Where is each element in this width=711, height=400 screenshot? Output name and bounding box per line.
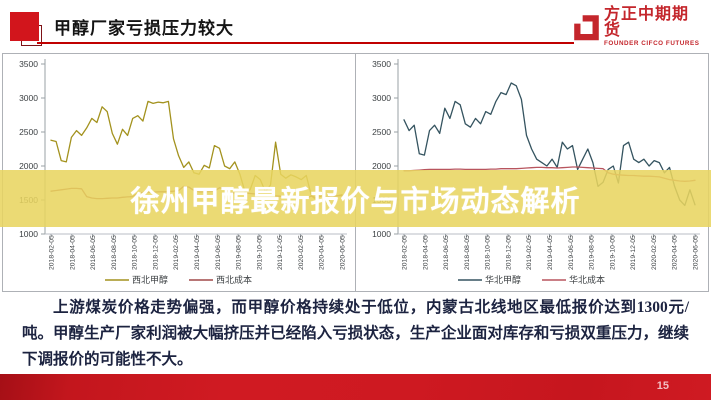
company-logo-text: 方正中期期货 FOUNDER CIFCO FUTURES (604, 5, 705, 47)
svg-text:2000: 2000 (372, 161, 391, 171)
svg-text:2018-04-05: 2018-04-05 (422, 235, 429, 270)
svg-text:1000: 1000 (372, 229, 391, 239)
watermark-band: 徐州甲醇最新报价与市场动态解析 (0, 170, 711, 227)
svg-text:2018-08-05: 2018-08-05 (464, 235, 471, 270)
svg-text:3000: 3000 (19, 93, 38, 103)
svg-text:2019-10-05: 2019-10-05 (256, 235, 263, 270)
svg-text:2019-08-05: 2019-08-05 (589, 235, 596, 270)
svg-text:2018-12-05: 2018-12-05 (505, 235, 512, 270)
svg-text:1000: 1000 (19, 229, 38, 239)
svg-text:2019-06-05: 2019-06-05 (568, 235, 575, 270)
title-marker-solid-square (10, 12, 39, 41)
brand-subtitle: FOUNDER CIFCO FUTURES (604, 39, 700, 47)
svg-text:西北成本: 西北成本 (216, 274, 252, 285)
header-divider (37, 42, 574, 44)
svg-text:2020-02-05: 2020-02-05 (651, 235, 658, 270)
title-marker-icon (8, 9, 54, 49)
svg-text:2018-06-05: 2018-06-05 (443, 235, 450, 270)
svg-text:2500: 2500 (372, 127, 391, 137)
slide-header: 甲醇厂家亏损压力较大 方正中期期货 FOUNDER CIFCO FUTURES (0, 0, 711, 53)
svg-text:2000: 2000 (19, 161, 38, 171)
svg-text:3000: 3000 (372, 93, 391, 103)
svg-text:2019-12-05: 2019-12-05 (277, 235, 284, 270)
svg-text:2018-12-05: 2018-12-05 (152, 235, 159, 270)
svg-text:2019-06-05: 2019-06-05 (215, 235, 222, 270)
svg-text:2020-06-05: 2020-06-05 (340, 235, 347, 270)
svg-text:2018-04-05: 2018-04-05 (69, 235, 76, 270)
chart-panel-northchina: 1000150020002500300035002018-02-052018-0… (356, 54, 708, 291)
svg-text:2019-02-05: 2019-02-05 (526, 235, 533, 270)
svg-text:2020-04-05: 2020-04-05 (319, 235, 326, 270)
svg-text:2500: 2500 (19, 127, 38, 137)
svg-text:2019-02-05: 2019-02-05 (173, 235, 180, 270)
svg-text:2020-06-05: 2020-06-05 (693, 235, 700, 270)
summary-text-block: 上游煤炭价格走势偏强，而甲醇价格持续处于低位，内蒙古北线地区最低报价达到1300… (22, 295, 689, 371)
svg-text:2018-02-05: 2018-02-05 (402, 235, 409, 270)
page-number: 15 (656, 380, 669, 392)
svg-text:2019-08-05: 2019-08-05 (236, 235, 243, 270)
svg-text:2019-04-05: 2019-04-05 (194, 235, 201, 270)
brand-name: 方正中期期货 (604, 5, 690, 39)
svg-text:2019-04-05: 2019-04-05 (547, 235, 554, 270)
svg-text:2018-10-05: 2018-10-05 (485, 235, 492, 270)
summary-paragraph: 上游煤炭价格走势偏强，而甲醇价格持续处于低位，内蒙古北线地区最低报价达到1300… (22, 299, 689, 368)
footer-bar: 15 (0, 374, 711, 400)
svg-text:2020-02-05: 2020-02-05 (298, 235, 305, 270)
page-title: 甲醇厂家亏损压力较大 (54, 19, 234, 38)
company-logo: 方正中期期货 FOUNDER CIFCO FUTURES (573, 5, 705, 47)
svg-text:华北成本: 华北成本 (569, 274, 605, 285)
northchina-methanol-line-chart: 1000150020002500300035002018-02-052018-0… (372, 59, 700, 285)
svg-text:2018-10-05: 2018-10-05 (132, 235, 139, 270)
svg-text:2020-04-05: 2020-04-05 (672, 235, 679, 270)
svg-text:3500: 3500 (372, 59, 391, 69)
svg-text:2018-02-05: 2018-02-05 (49, 235, 56, 270)
svg-text:西北甲醇: 西北甲醇 (132, 274, 168, 285)
svg-text:2018-06-05: 2018-06-05 (90, 235, 97, 270)
svg-text:华北甲醇: 华北甲醇 (485, 274, 521, 285)
svg-text:2018-08-05: 2018-08-05 (111, 235, 118, 270)
founder-logo-icon (574, 14, 599, 40)
svg-text:2019-12-05: 2019-12-05 (630, 235, 637, 270)
svg-text:3500: 3500 (19, 59, 38, 69)
watermark-text: 徐州甲醇最新报价与市场动态解析 (130, 185, 581, 218)
svg-text:2019-10-05: 2019-10-05 (609, 235, 616, 270)
